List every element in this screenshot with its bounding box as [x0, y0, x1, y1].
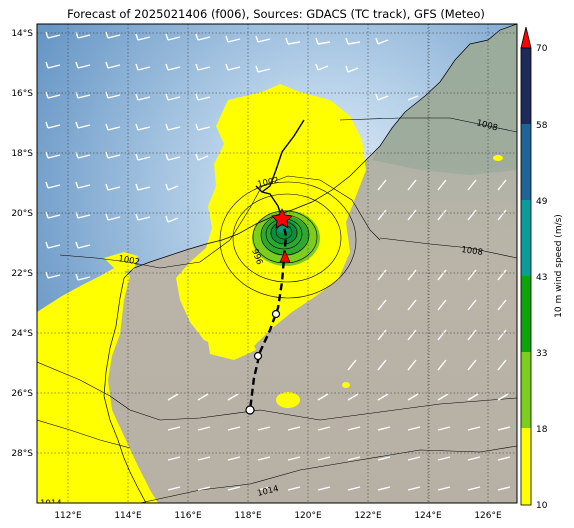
colorbar-tick: 70 — [536, 44, 548, 54]
lon-label: 116°E — [174, 511, 202, 521]
colorbar-frame — [520, 47, 532, 506]
colorbar-segment — [521, 276, 531, 352]
lat-label: 24°S — [11, 329, 33, 339]
colorbar-extend-triangle — [520, 26, 532, 49]
colorbar-segment — [521, 428, 531, 505]
lat-label: 18°S — [11, 149, 33, 159]
wind-field-yellow-west — [37, 266, 158, 503]
colorbar-tick: 33 — [536, 349, 547, 359]
coastline — [103, 24, 517, 503]
colorbar-tick: 43 — [536, 273, 547, 283]
gridlines — [37, 24, 517, 503]
tc-forecast-points — [245, 309, 281, 415]
map-title: Forecast of 2025021406 (f006), Sources: … — [67, 7, 485, 21]
colorbar-tick: 18 — [536, 425, 548, 435]
wind-field-yellow-patch — [276, 392, 300, 408]
tc-past-track — [255, 119, 305, 219]
colorbar-tick: 10 — [536, 501, 548, 511]
colorbar-segment — [521, 352, 531, 428]
lon-label: 122°E — [354, 511, 382, 521]
isobar-label: 1002 — [257, 176, 280, 190]
map-frame — [36, 23, 518, 504]
wind-field-yellow-coast — [204, 316, 256, 360]
colorbar-tick: 58 — [536, 121, 548, 131]
lat-label: 28°S — [11, 449, 33, 459]
lon-label: 120°E — [294, 511, 322, 521]
wind-barbs — [45, 31, 511, 491]
colorbar-label: 10 m wind speed (m/s) — [554, 214, 564, 318]
isobar-label: 1008 — [461, 245, 484, 258]
colorbar-segment — [521, 200, 531, 276]
colorbar-segment — [521, 48, 531, 124]
isobar-label: 1002 — [117, 254, 140, 268]
wind-field-yellow-patch — [493, 155, 503, 161]
lon-label: 118°E — [234, 511, 262, 521]
isobar-label: 1014 — [40, 499, 62, 509]
lat-label: 20°S — [11, 209, 33, 219]
lon-label: 126°E — [474, 511, 502, 521]
lat-label: 14°S — [11, 29, 33, 39]
colorbar-tick: 49 — [536, 197, 548, 207]
wind-field-yellow-north — [104, 252, 138, 272]
lon-label: 114°E — [114, 511, 142, 521]
lat-label: 22°S — [11, 269, 33, 279]
lat-label: 16°S — [11, 89, 33, 99]
tc-forecast-position-marker — [279, 250, 291, 263]
latitude-labels: 14°S 16°S 18°S 20°S 22°S 24°S 26°S 28°S — [11, 29, 33, 459]
lon-label: 124°E — [414, 511, 442, 521]
wind-field-yellow-patch — [342, 382, 350, 388]
lon-label: 112°E — [54, 511, 82, 521]
tc-current-position-star — [271, 208, 293, 229]
colorbar: 70 58 49 43 33 18 10 10 m wind speed (m/… — [520, 26, 564, 511]
lat-label: 26°S — [11, 389, 33, 399]
land-kimberley — [372, 24, 517, 175]
colorbar-segment — [521, 124, 531, 200]
tc-forecast-track — [248, 217, 288, 411]
longitude-labels: 112°E 114°E 116°E 118°E 120°E 122°E 124°… — [54, 511, 502, 521]
map-area: 1002 1002 1008 1008 1014 996 1014 — [37, 24, 517, 509]
